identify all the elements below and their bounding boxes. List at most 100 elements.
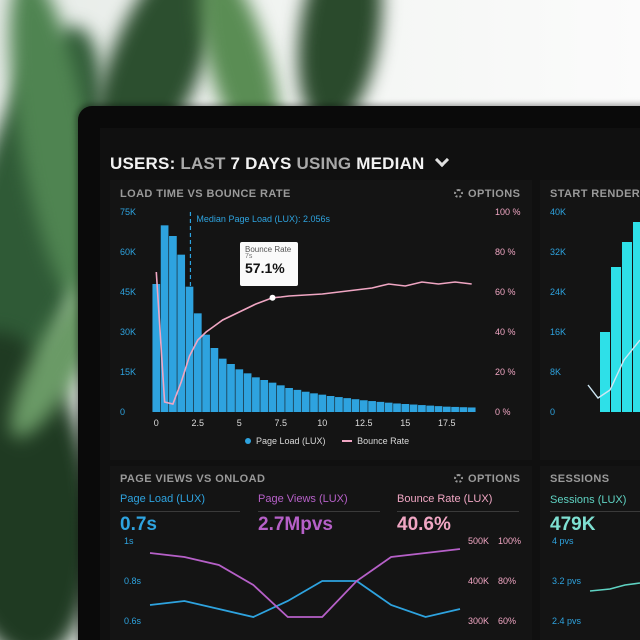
x-axis-tick: 7.5 bbox=[275, 418, 288, 428]
gear-icon bbox=[454, 189, 463, 198]
page-views-line bbox=[149, 548, 461, 618]
dashboard-display: USERS: LAST 7 DAYS USING MEDIAN LOAD TIM… bbox=[100, 128, 640, 640]
chevron-down-icon[interactable] bbox=[435, 152, 450, 168]
page-load-bar bbox=[384, 402, 393, 412]
start-render-bar bbox=[633, 222, 640, 412]
y-axis-tick: 16K bbox=[550, 327, 566, 337]
options-button[interactable]: OPTIONS bbox=[454, 188, 520, 200]
y-axis-right-tick: 100 % bbox=[495, 207, 521, 217]
bounce-rate-metric-label: Bounce Rate (LUX) bbox=[397, 493, 493, 505]
legend-item[interactable]: Page Load (LUX) bbox=[256, 436, 326, 446]
page-load-bar bbox=[276, 385, 285, 412]
bounce-rate-line bbox=[155, 271, 472, 405]
start-render-line bbox=[587, 339, 640, 399]
page-load-bar bbox=[318, 394, 327, 412]
page-load-bar bbox=[451, 406, 459, 412]
chart-legend: Page Load (LUX) Bounce Rate bbox=[245, 436, 409, 446]
metric-underline bbox=[120, 511, 240, 512]
page-load-line bbox=[149, 580, 461, 618]
y-axis-left-tick: 1s bbox=[124, 536, 134, 546]
page-load-bar bbox=[326, 396, 335, 412]
page-load-bar bbox=[210, 348, 219, 412]
y-axis-tick: 2.4 pvs bbox=[552, 616, 582, 626]
page-load-bar bbox=[252, 377, 260, 412]
page-load-bar bbox=[243, 373, 252, 412]
sessions-metric-value: 479K bbox=[550, 514, 596, 535]
tooltip-value: 57.1% bbox=[245, 260, 285, 276]
y-axis-tick: 32K bbox=[550, 247, 566, 257]
page-load-bar bbox=[227, 364, 235, 412]
y-axis-left-tick: 45K bbox=[120, 287, 136, 297]
page-load-bar bbox=[185, 286, 194, 412]
metric-underline bbox=[550, 511, 640, 512]
page-load-bar bbox=[401, 404, 410, 412]
page-load-bar bbox=[301, 391, 310, 412]
panel-title: SESSIONS bbox=[550, 473, 610, 485]
y-axis-left-tick: 60K bbox=[120, 247, 136, 257]
start-render-bar bbox=[622, 242, 632, 412]
x-axis-tick: 5 bbox=[237, 418, 242, 428]
page-load-bar bbox=[351, 399, 360, 412]
options-button[interactable]: OPTIONS bbox=[454, 473, 520, 485]
page-views-metric-label: Page Views (LUX) bbox=[258, 493, 348, 505]
page-load-bar bbox=[160, 225, 169, 412]
page-load-bar bbox=[202, 334, 210, 412]
panel-title: START RENDER VS bbox=[550, 188, 640, 200]
x-axis-tick: 15 bbox=[400, 418, 410, 428]
start-render-bar bbox=[611, 267, 621, 412]
panel-title: PAGE VIEWS VS ONLOAD bbox=[120, 473, 266, 485]
y-axis-right-tick: 80 % bbox=[495, 247, 516, 257]
y-axis-right-tick: 20 % bbox=[495, 367, 516, 377]
metric-underline bbox=[258, 511, 380, 512]
y-axis-left-tick: 75K bbox=[120, 207, 136, 217]
dashboard-title[interactable]: USERS: LAST 7 DAYS USING MEDIAN bbox=[110, 152, 450, 174]
y-axis-right-tick: 60% bbox=[498, 616, 516, 626]
page-load-legend-marker bbox=[245, 438, 251, 444]
options-label: OPTIONS bbox=[468, 473, 521, 485]
page-load-bar bbox=[285, 388, 293, 412]
legend-item[interactable]: Bounce Rate bbox=[357, 436, 410, 446]
title-part: USERS: bbox=[110, 154, 176, 173]
y-axis-tick: 40K bbox=[550, 207, 566, 217]
page-load-bar bbox=[235, 369, 244, 412]
title-part: LAST bbox=[180, 154, 226, 173]
y-axis-tick: 8K bbox=[550, 367, 561, 377]
panel-title: LOAD TIME VS BOUNCE RATE bbox=[120, 188, 291, 200]
sessions-line bbox=[589, 582, 640, 592]
x-axis-tick: 0 bbox=[154, 418, 159, 428]
page-load-bar bbox=[177, 254, 186, 412]
tooltip-sub: 7s bbox=[245, 253, 253, 260]
page-load-bar bbox=[426, 405, 435, 412]
tooltip-point bbox=[269, 294, 276, 301]
y-axis-left-tick: 30K bbox=[120, 327, 136, 337]
page-load-bar bbox=[409, 404, 418, 412]
median-annotation: Median Page Load (LUX): 2.056s bbox=[196, 214, 330, 224]
page-views-metric-value: 2.7Mpvs bbox=[258, 514, 333, 535]
x-axis-tick: 2.5 bbox=[192, 418, 205, 428]
y-axis-right-tick: 40 % bbox=[495, 327, 516, 337]
metric-underline bbox=[397, 511, 519, 512]
bounce-rate-metric-value: 40.6% bbox=[397, 514, 451, 535]
page-load-bar bbox=[418, 405, 426, 412]
y-axis-right-tick: 400K bbox=[468, 576, 489, 586]
y-axis-left-tick: 0 bbox=[120, 407, 125, 417]
page-load-bar bbox=[459, 407, 468, 412]
page-load-bar bbox=[335, 397, 343, 412]
page-load-metric-label: Page Load (LUX) bbox=[120, 493, 205, 505]
sessions-metric-label: Sessions (LUX) bbox=[550, 494, 627, 506]
page-load-bar bbox=[343, 398, 352, 412]
page-load-bar bbox=[310, 393, 318, 412]
page-load-metric-value: 0.7s bbox=[120, 514, 157, 535]
y-axis-left-tick: 0.8s bbox=[124, 576, 142, 586]
bounce-rate-legend-marker bbox=[342, 440, 353, 442]
x-axis-tick: 17.5 bbox=[438, 418, 456, 428]
y-axis-right-tick: 0 % bbox=[495, 407, 511, 417]
y-axis-tick: 0 bbox=[550, 407, 555, 417]
y-axis-left-tick: 0.6s bbox=[124, 616, 142, 626]
page-load-bar bbox=[376, 401, 385, 412]
y-axis-right-tick: 300K bbox=[468, 616, 489, 626]
y-axis-right-tick: 80% bbox=[498, 576, 516, 586]
page-load-bar bbox=[260, 380, 269, 412]
page-load-bar bbox=[293, 389, 302, 412]
options-label: OPTIONS bbox=[468, 188, 521, 200]
